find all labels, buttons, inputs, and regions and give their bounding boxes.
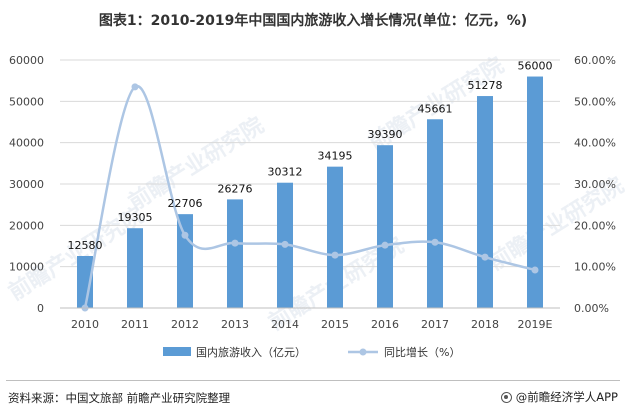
y-right-tick-label: 40.00% bbox=[574, 137, 616, 150]
x-tick-label: 2010 bbox=[71, 318, 99, 331]
gridlines bbox=[60, 59, 560, 268]
y-left-tick-label: 50000 bbox=[9, 95, 44, 108]
growth-point bbox=[281, 240, 289, 248]
bar-series bbox=[77, 76, 543, 309]
bar-data-label: 56000 bbox=[518, 60, 553, 73]
bar bbox=[377, 145, 393, 308]
legend-label-line: 同比增长（%） bbox=[384, 345, 460, 359]
x-tick-label: 2019E bbox=[518, 318, 553, 331]
legend-label-bar: 国内旅游收入（亿元） bbox=[196, 345, 306, 359]
legend: 国内旅游收入（亿元） 同比增长（%） bbox=[163, 345, 460, 359]
bar bbox=[327, 166, 343, 308]
bar-data-label: 30312 bbox=[268, 166, 303, 179]
growth-point bbox=[381, 241, 389, 249]
legend-swatch-marker bbox=[359, 348, 367, 356]
brand-logo-icon bbox=[500, 391, 512, 403]
x-tick-label: 2015 bbox=[321, 318, 349, 331]
footer-divider bbox=[6, 380, 620, 381]
growth-point bbox=[531, 266, 539, 274]
data-labels: 12580 19305 22706 26276 30312 34195 39390 45661… bbox=[68, 60, 553, 252]
bar-data-label: 19305 bbox=[118, 211, 153, 224]
growth-point bbox=[431, 238, 439, 246]
brand-credit: @前瞻经济学人APP bbox=[500, 389, 618, 405]
bar-data-label: 26276 bbox=[218, 182, 253, 195]
source-note: 资料来源：中国文旅部 前瞻产业研究院整理 bbox=[8, 391, 231, 405]
bar-data-label: 22706 bbox=[168, 197, 203, 210]
y-right-tick-label: 20.00% bbox=[574, 219, 616, 232]
legend-swatch-bar bbox=[163, 347, 191, 356]
y-left-tick-label: 30000 bbox=[9, 178, 44, 191]
y-right-tick-label: 0.00% bbox=[574, 302, 609, 315]
x-tick-label: 2014 bbox=[271, 318, 299, 331]
bar-data-label: 51278 bbox=[468, 79, 503, 92]
y-right-tick-label: 10.00% bbox=[574, 261, 616, 274]
y-left-tick-label: 0 bbox=[37, 302, 44, 315]
bar bbox=[527, 76, 543, 309]
brand-text: @前瞻经济学人APP bbox=[515, 390, 618, 404]
bar-data-label: 12580 bbox=[68, 239, 103, 252]
x-tick-label: 2013 bbox=[221, 318, 249, 331]
x-tick-label: 2017 bbox=[421, 318, 449, 331]
growth-point bbox=[131, 83, 139, 91]
x-tick-label: 2011 bbox=[121, 318, 149, 331]
chart-title: 图表1：2010-2019年中国国内旅游收入增长情况(单位：亿元，%) bbox=[98, 13, 528, 29]
y-right-tick-label: 30.00% bbox=[574, 178, 616, 191]
bar-data-label: 39390 bbox=[368, 128, 403, 141]
x-tick-label: 2018 bbox=[471, 318, 499, 331]
growth-point bbox=[331, 251, 339, 259]
y-left-tick-label: 20000 bbox=[9, 219, 44, 232]
y-right-tick-label: 60.00% bbox=[574, 54, 616, 67]
bar-data-label: 45661 bbox=[418, 102, 453, 115]
x-tick-label: 2012 bbox=[171, 318, 199, 331]
axes: 0 10000 20000 30000 40000 50000 60000 0.00% 10.0… bbox=[9, 54, 616, 331]
bar bbox=[427, 119, 443, 308]
bar-data-label: 34195 bbox=[318, 150, 353, 163]
x-tick-label: 2016 bbox=[371, 318, 399, 331]
y-left-tick-label: 60000 bbox=[9, 54, 44, 67]
growth-point bbox=[181, 231, 189, 239]
bar bbox=[477, 96, 493, 308]
growth-point bbox=[231, 239, 239, 247]
bar bbox=[227, 199, 243, 308]
bar bbox=[177, 214, 193, 308]
bar bbox=[127, 228, 143, 308]
y-left-tick-label: 10000 bbox=[9, 261, 44, 274]
growth-point bbox=[481, 253, 489, 261]
bar bbox=[77, 256, 93, 308]
line-series bbox=[81, 83, 539, 312]
y-left-tick-label: 40000 bbox=[9, 137, 44, 150]
y-right-tick-label: 50.00% bbox=[574, 95, 616, 108]
